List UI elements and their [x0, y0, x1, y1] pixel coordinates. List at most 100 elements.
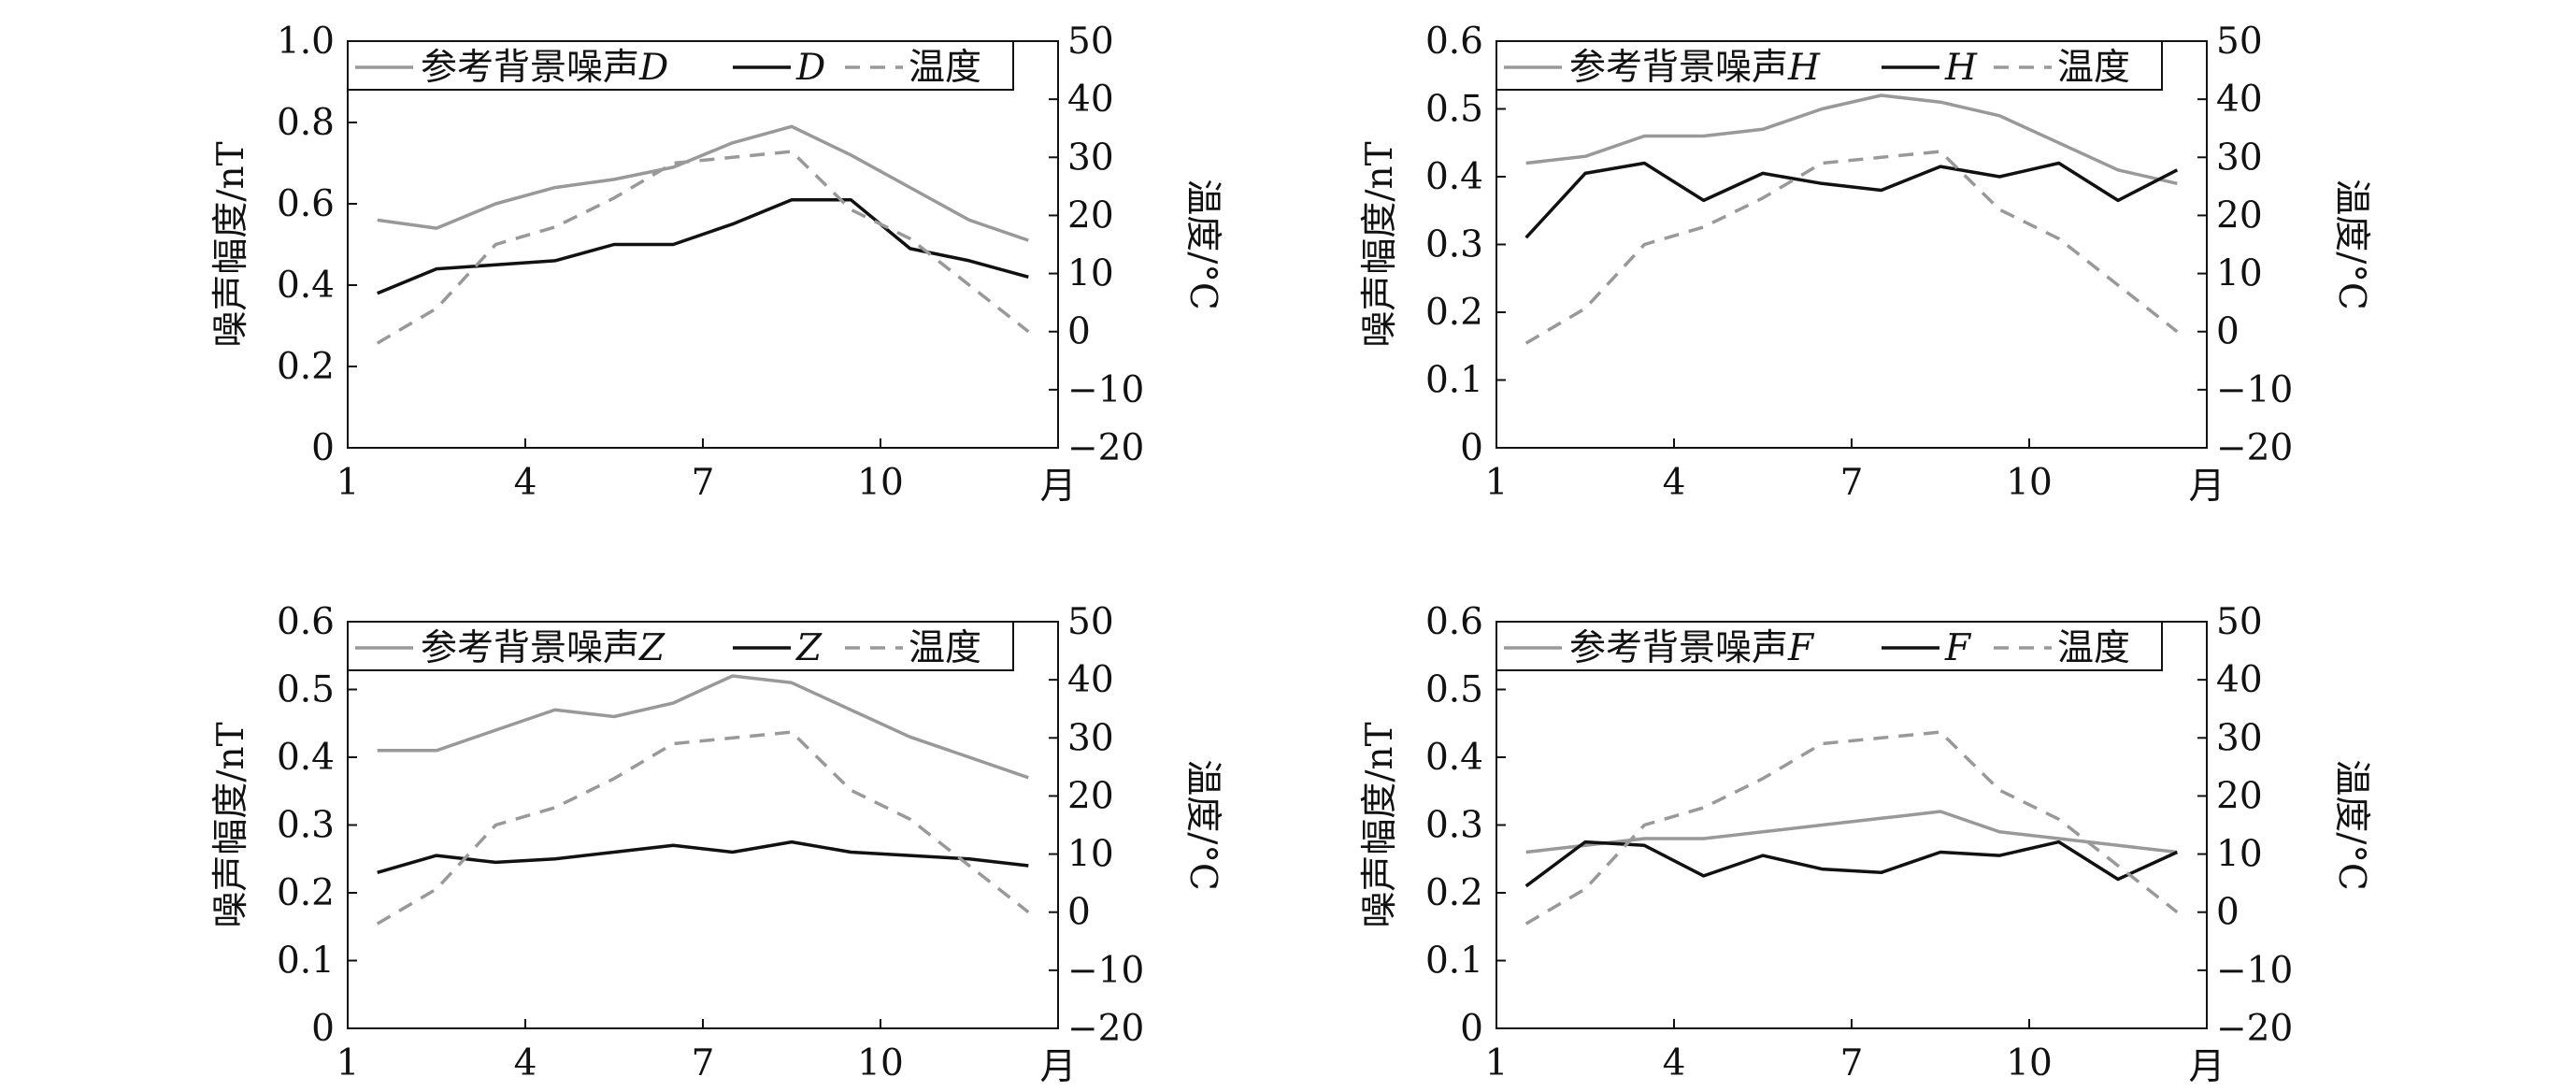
- data-point: [909, 237, 911, 240]
- data-point: [791, 151, 794, 153]
- data-point: [613, 715, 616, 718]
- data-point: [1880, 94, 1882, 97]
- data-point: [553, 225, 556, 228]
- data-point: [968, 259, 971, 262]
- y-left-tick-label: 0.3: [1425, 224, 1483, 266]
- data-point: [1524, 884, 1527, 887]
- data-point: [1762, 172, 1765, 175]
- y-left-tick-label: 0.1: [277, 940, 335, 983]
- data-point: [553, 857, 556, 860]
- data-point: [553, 259, 556, 262]
- data-point: [1027, 330, 1030, 333]
- legend-label-reference: 参考背景噪声Z: [421, 627, 665, 669]
- data-point: [2117, 168, 2120, 171]
- data-point: [1524, 851, 1527, 854]
- data-point: [376, 342, 379, 345]
- data-point: [553, 806, 556, 809]
- legend: 参考背景噪声F F 温度: [1496, 621, 2163, 671]
- y-left-tick-label: 0.2: [277, 346, 335, 388]
- series-line-observed: [1524, 840, 2179, 888]
- plot-frame: [1496, 621, 2208, 1029]
- y-right-tick-label: 10: [2216, 253, 2263, 295]
- x-tick-label: 10: [2006, 462, 2053, 504]
- plot-frame: [347, 40, 1059, 449]
- y-right-axis-title: 温度/°C: [2330, 179, 2372, 309]
- data-point: [376, 219, 379, 222]
- data-point: [2057, 840, 2060, 843]
- y-left-tick-label: 0: [311, 427, 335, 469]
- data-point: [1821, 182, 1824, 185]
- y-right-tick-label: 0: [2216, 892, 2240, 934]
- data-point: [436, 887, 438, 890]
- y-left-tick-label: 0.3: [277, 805, 335, 847]
- data-point: [968, 857, 971, 860]
- y-left-tick-label: 0.3: [1425, 805, 1483, 847]
- x-tick-label: 10: [857, 462, 904, 504]
- y-right-tick-label: 20: [2216, 194, 2263, 237]
- legend-label-observed: F: [1944, 627, 1972, 669]
- data-point: [2176, 851, 2179, 854]
- x-unit-label: 月: [1039, 466, 1076, 508]
- data-point: [909, 186, 911, 189]
- legend-label-reference: 参考背景噪声D: [421, 47, 668, 89]
- y-right-tick-label: 40: [1067, 659, 1114, 701]
- data-point: [1939, 851, 1942, 854]
- data-point: [672, 844, 675, 847]
- data-point: [2117, 844, 2120, 847]
- y-left-tick-label: 0: [1460, 1008, 1483, 1050]
- data-point: [613, 777, 616, 780]
- data-point: [1027, 239, 1030, 242]
- data-point: [672, 162, 675, 165]
- y-left-tick-label: 0.6: [1425, 601, 1483, 643]
- data-point: [1762, 196, 1765, 199]
- chart-panel-h: 0 0.1 0.2 0.3 0.4 0.5 0.6 −20 −10 0 10 20 30 40 50 1 4 7 1…: [1359, 21, 2372, 508]
- data-point: [850, 198, 852, 201]
- data-point: [2057, 818, 2060, 821]
- data-point: [1702, 135, 1705, 137]
- data-point: [1998, 830, 2001, 833]
- series-line-temperature: [1524, 730, 2179, 926]
- data-point: [1702, 199, 1705, 202]
- x-tick-label: 4: [1663, 462, 1686, 504]
- y-left-tick-label: 0.1: [1425, 940, 1483, 983]
- data-point: [1702, 806, 1705, 809]
- data-point: [436, 854, 438, 857]
- data-point: [436, 267, 438, 270]
- data-point: [850, 709, 852, 711]
- y-right-tick-label: 40: [2216, 659, 2263, 701]
- y-right-tick-label: 20: [1067, 194, 1114, 237]
- y-left-tick-label: 1.0: [277, 21, 335, 63]
- data-point: [1027, 276, 1030, 279]
- data-point: [968, 865, 971, 868]
- data-point: [1998, 208, 2001, 211]
- data-point: [791, 682, 794, 684]
- data-point: [1524, 237, 1527, 239]
- data-point: [791, 198, 794, 201]
- y-left-tick-label: 0.6: [1425, 21, 1483, 63]
- data-point: [1524, 923, 1527, 926]
- data-point: [494, 824, 497, 826]
- data-point: [909, 818, 911, 821]
- data-point: [731, 675, 734, 678]
- legend-label-reference: 参考背景噪声H: [1569, 47, 1821, 89]
- y-right-tick-label: 40: [1067, 79, 1114, 121]
- data-point: [436, 227, 438, 230]
- legend-label-temperature: 温度: [909, 627, 981, 669]
- data-point: [2057, 838, 2060, 840]
- x-tick-label: 1: [336, 462, 360, 504]
- data-point: [553, 709, 556, 711]
- data-point: [1880, 189, 1882, 192]
- data-point: [791, 731, 794, 734]
- series-line-temperature: [376, 150, 1030, 345]
- data-point: [2176, 911, 2179, 913]
- data-point: [613, 851, 616, 854]
- y-right-tick-label: −20: [1067, 1008, 1144, 1050]
- data-point: [1821, 824, 1824, 826]
- y-right-tick-label: 10: [1067, 834, 1114, 876]
- data-point: [613, 243, 616, 246]
- x-tick-label: 7: [1840, 462, 1864, 504]
- data-point: [1643, 243, 1646, 246]
- y-left-tick-label: 0.1: [1425, 360, 1483, 402]
- y-left-axis-title: 噪声幅度/nT: [1359, 141, 1401, 347]
